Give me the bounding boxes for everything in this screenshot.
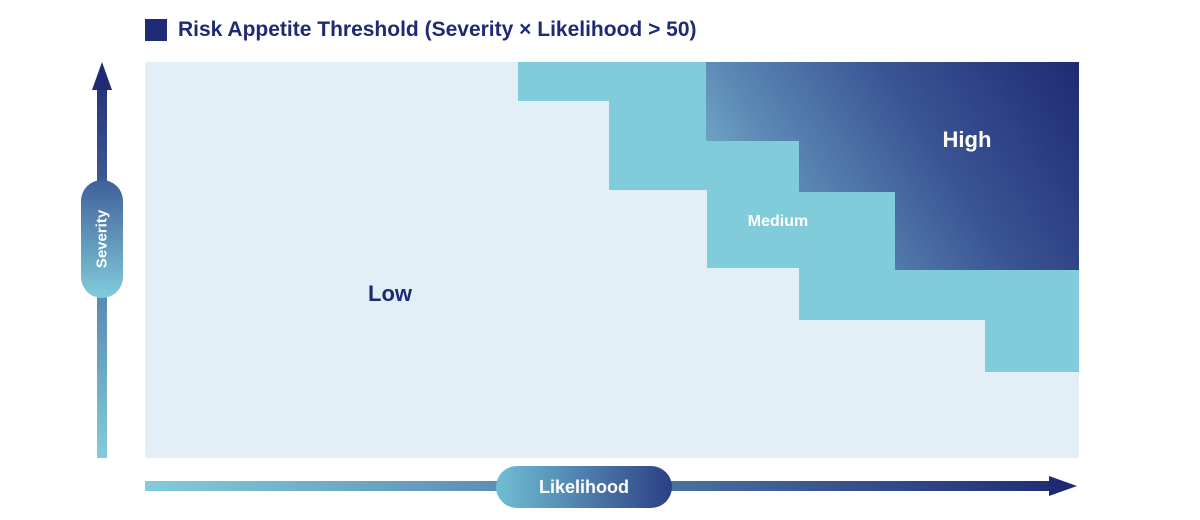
y-axis-pill: [81, 180, 123, 298]
high-zone-label: High: [943, 127, 992, 152]
x-axis-arrow-icon: [1049, 476, 1077, 496]
high-zone: [706, 62, 1079, 270]
y-axis: Severity: [81, 62, 123, 458]
x-axis-pill: [496, 466, 672, 508]
medium-zone-label: Medium: [748, 213, 808, 230]
y-axis-arrow-icon: [92, 62, 112, 90]
x-axis: Likelihood: [145, 466, 1077, 508]
y-axis-label: Severity: [94, 209, 111, 268]
x-axis-label: Likelihood: [539, 477, 629, 497]
legend: Risk Appetite Threshold (Severity × Like…: [145, 16, 697, 44]
legend-swatch: [145, 19, 167, 41]
low-zone-label: Low: [368, 281, 413, 306]
legend-label: Risk Appetite Threshold (Severity × Like…: [178, 18, 697, 41]
